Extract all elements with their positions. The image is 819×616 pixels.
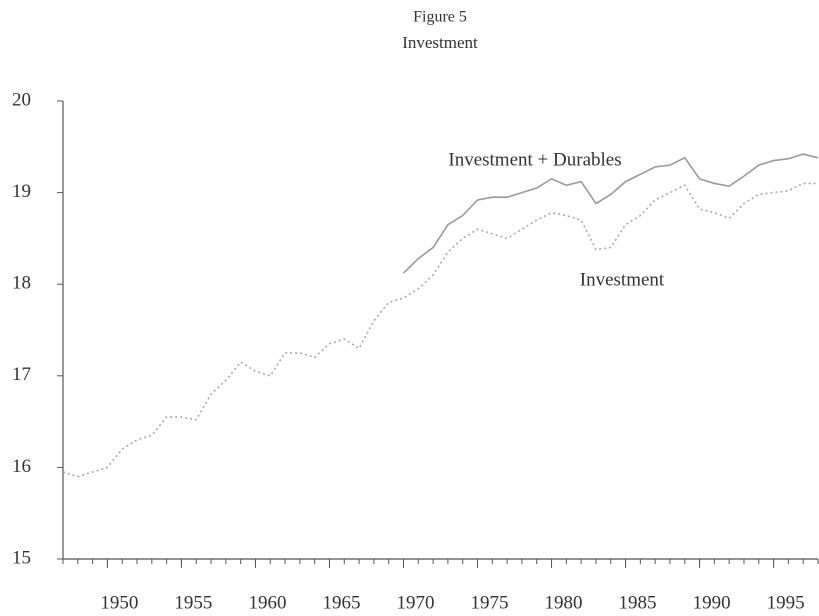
y-tick-label: 15 (12, 547, 31, 568)
y-tick-label: 16 (12, 456, 31, 477)
x-tick-label: 1980 (545, 592, 583, 613)
chart-subtitle: Investment (402, 33, 478, 52)
x-tick-label: 1970 (396, 592, 434, 613)
x-tick-label: 1975 (471, 592, 509, 613)
x-tick-label: 1995 (767, 592, 805, 613)
x-tick-label: 1955 (174, 592, 212, 613)
x-tick-label: 1960 (248, 592, 286, 613)
series-line (62, 182, 818, 478)
y-tick-label: 18 (12, 273, 31, 294)
x-tick-label: 1965 (322, 592, 360, 613)
y-tick-label: 17 (12, 364, 31, 385)
y-tick-label: 20 (12, 89, 31, 110)
x-tick-label: 1990 (693, 592, 731, 613)
chart-title: Figure 5 (413, 9, 467, 26)
series-label: Investment + Durables (448, 149, 621, 170)
series-label: Investment (580, 269, 665, 290)
series-line (402, 153, 819, 274)
x-tick-label: 1950 (100, 592, 138, 613)
y-tick-label: 19 (12, 181, 31, 202)
x-tick-label: 1985 (619, 592, 657, 613)
